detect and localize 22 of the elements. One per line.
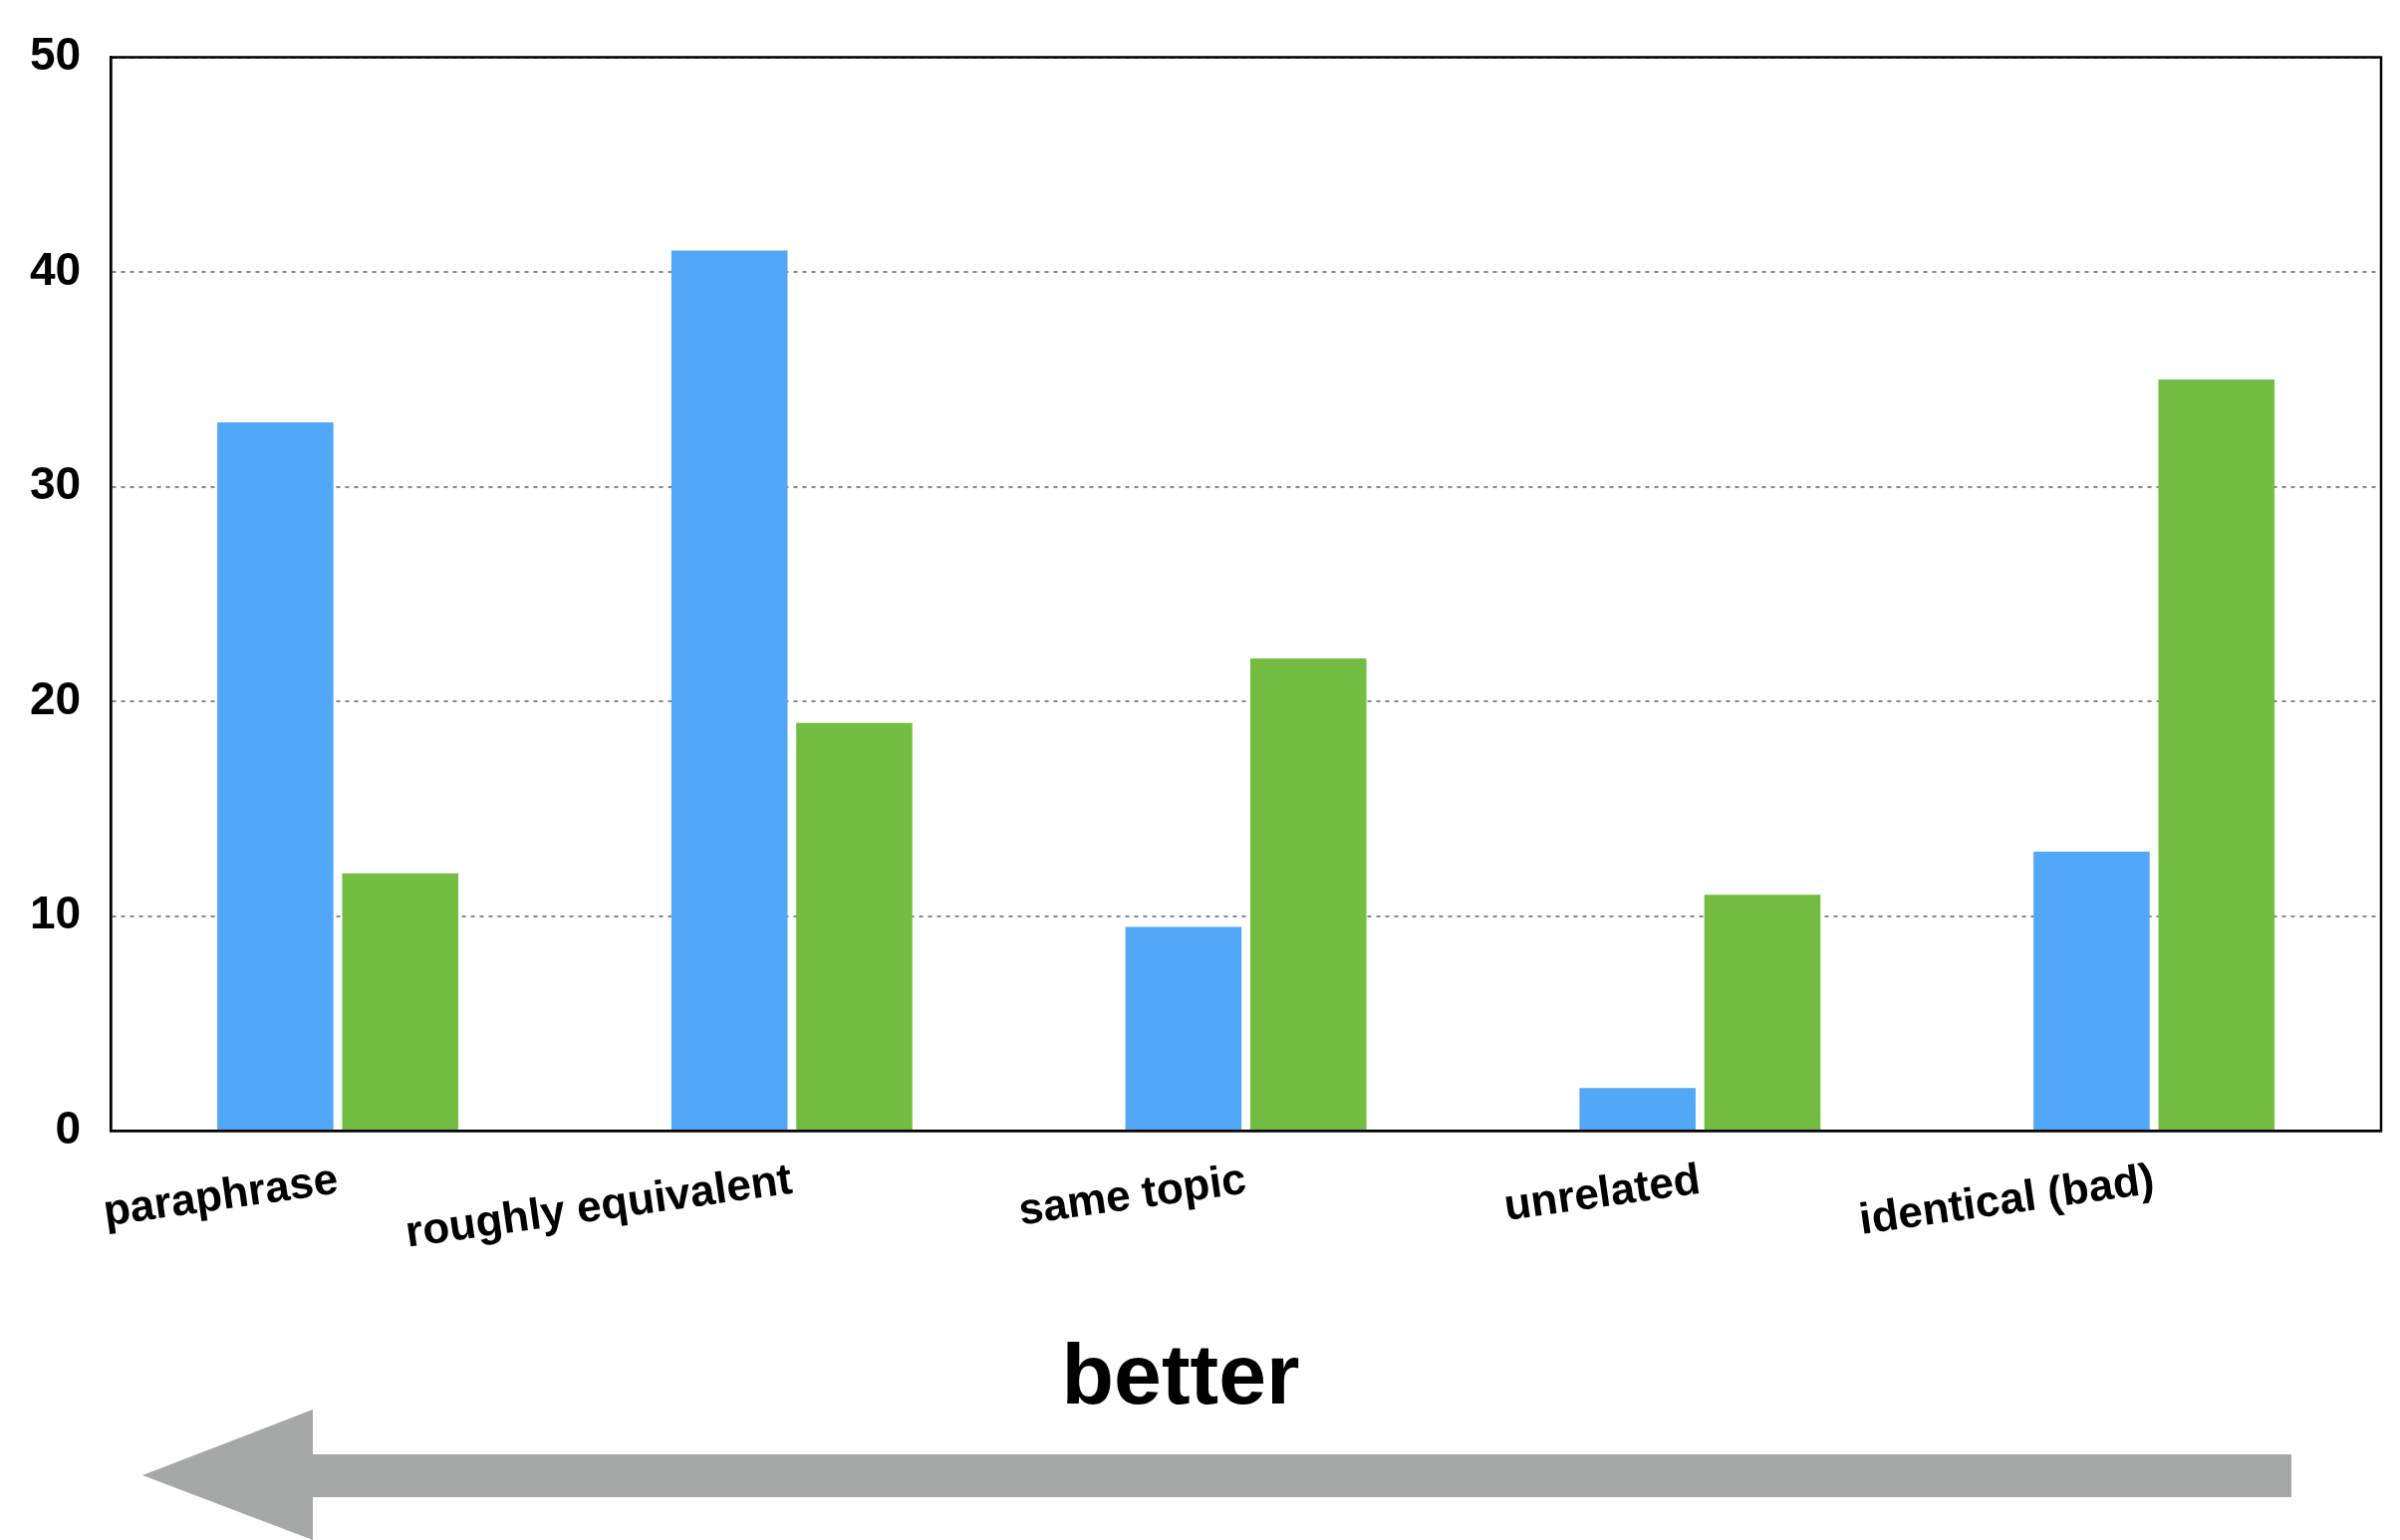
y-tick-label: 50	[29, 28, 82, 81]
y-tick-label: 20	[29, 671, 82, 724]
bar	[1579, 1088, 1696, 1131]
bar	[1704, 895, 1821, 1131]
bar	[342, 873, 458, 1131]
y-tick-label: 10	[29, 887, 82, 939]
bar	[2033, 852, 2150, 1131]
x-tick-label: same topic	[1015, 1153, 1249, 1234]
x-tick-label: identical (bad)	[1856, 1153, 2158, 1243]
x-tick-label: paraphrase	[100, 1153, 341, 1235]
x-tick-label: unrelated	[1500, 1153, 1704, 1229]
bar	[2158, 379, 2275, 1131]
bar	[670, 250, 788, 1131]
bar	[1249, 658, 1367, 1131]
y-tick-label: 30	[29, 457, 82, 510]
bar	[217, 422, 334, 1131]
y-tick-label: 40	[29, 242, 82, 295]
bar	[1125, 926, 1242, 1131]
x-tick-label: roughly equivalent	[401, 1153, 796, 1256]
bar	[796, 722, 913, 1131]
y-tick-label: 0	[55, 1101, 82, 1154]
text: better	[1060, 1325, 1301, 1423]
